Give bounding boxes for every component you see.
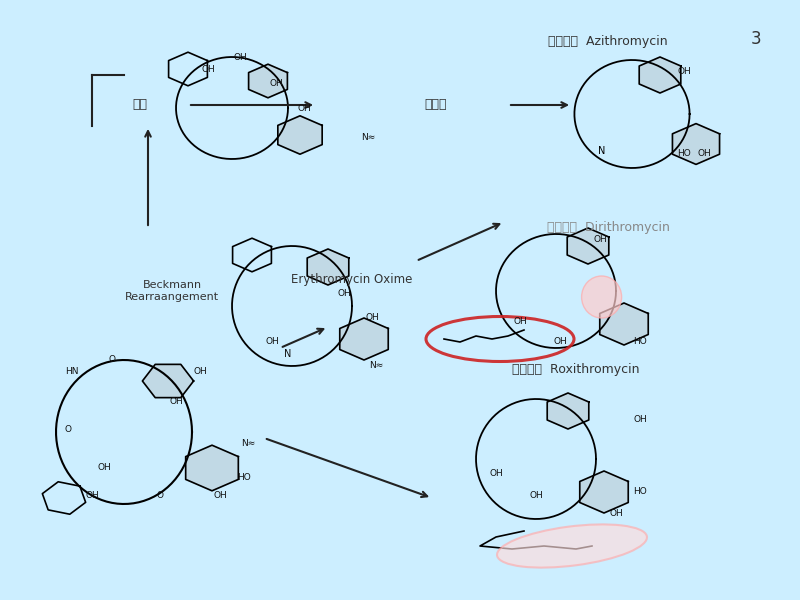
Polygon shape bbox=[639, 57, 681, 93]
Text: 地红霞素  Dirithromycin: 地红霞素 Dirithromycin bbox=[546, 221, 670, 235]
Text: HO: HO bbox=[633, 337, 647, 346]
Text: OH: OH bbox=[553, 337, 567, 346]
Text: OH: OH bbox=[337, 289, 351, 298]
Text: OH: OH bbox=[593, 235, 607, 245]
Polygon shape bbox=[600, 303, 648, 345]
Text: 甲基化: 甲基化 bbox=[425, 98, 447, 112]
Text: OH: OH bbox=[213, 491, 227, 499]
Text: Erythromycin Oxime: Erythromycin Oxime bbox=[291, 272, 413, 286]
Text: O: O bbox=[157, 491, 163, 499]
Text: OH: OH bbox=[269, 79, 283, 88]
Text: HO: HO bbox=[633, 487, 647, 497]
Text: Beckmann
Rearraangement: Beckmann Rearraangement bbox=[125, 280, 219, 302]
Text: 阿齐霞素  Azithromycin: 阿齐霞素 Azithromycin bbox=[548, 35, 668, 49]
Text: O: O bbox=[109, 355, 115, 364]
Text: N: N bbox=[284, 349, 292, 359]
Text: OH: OH bbox=[201, 64, 215, 73]
Text: OH: OH bbox=[193, 367, 207, 377]
Polygon shape bbox=[567, 228, 609, 264]
Polygon shape bbox=[340, 318, 388, 360]
Text: OH: OH bbox=[633, 415, 647, 425]
Text: OH: OH bbox=[529, 491, 543, 499]
Polygon shape bbox=[249, 64, 287, 98]
Ellipse shape bbox=[497, 524, 647, 568]
Text: OH: OH bbox=[85, 491, 99, 499]
Text: OH: OH bbox=[513, 317, 527, 325]
Text: N≈: N≈ bbox=[369, 361, 383, 370]
Text: OH: OH bbox=[609, 509, 623, 517]
Polygon shape bbox=[580, 471, 628, 513]
Polygon shape bbox=[547, 393, 589, 429]
Text: HN: HN bbox=[66, 367, 78, 377]
Polygon shape bbox=[278, 116, 322, 154]
Text: OH: OH bbox=[365, 313, 379, 323]
Text: OH: OH bbox=[697, 148, 711, 157]
Text: OH: OH bbox=[489, 469, 503, 479]
Polygon shape bbox=[673, 124, 719, 164]
Text: N≈: N≈ bbox=[361, 133, 375, 142]
Text: N: N bbox=[598, 146, 606, 156]
Text: OH: OH bbox=[265, 337, 279, 346]
Polygon shape bbox=[186, 445, 238, 491]
Text: OH: OH bbox=[297, 103, 311, 113]
Polygon shape bbox=[142, 364, 194, 398]
Text: N≈: N≈ bbox=[241, 439, 255, 449]
Text: 罗红霞素  Roxithromycin: 罗红霞素 Roxithromycin bbox=[512, 362, 640, 376]
Text: OH: OH bbox=[97, 463, 111, 473]
Text: OH: OH bbox=[233, 52, 247, 61]
Text: OH: OH bbox=[677, 67, 691, 76]
Text: 3: 3 bbox=[750, 30, 762, 48]
Text: O: O bbox=[65, 425, 71, 433]
Text: HO: HO bbox=[677, 148, 691, 157]
Text: HO: HO bbox=[237, 473, 251, 481]
Polygon shape bbox=[307, 249, 349, 285]
Text: 还原: 还原 bbox=[133, 98, 147, 112]
Ellipse shape bbox=[582, 276, 622, 318]
Text: OH: OH bbox=[169, 397, 183, 407]
